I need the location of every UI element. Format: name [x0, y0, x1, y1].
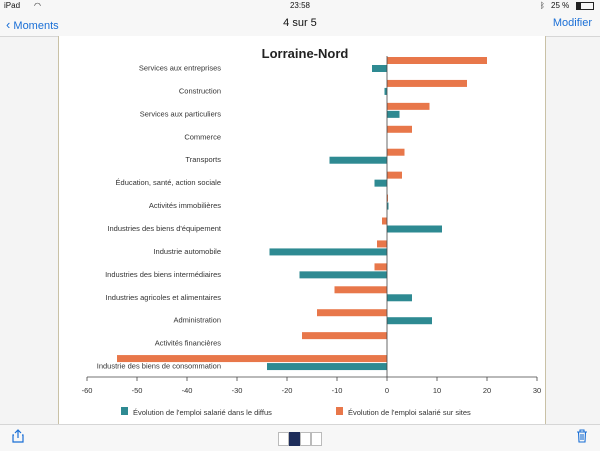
legend-label: Évolution de l'emploi salarié dans le di… [133, 408, 272, 417]
x-tick-label: 20 [483, 386, 491, 395]
device-name: iPad [4, 1, 21, 10]
back-button-label: Moments [13, 20, 59, 32]
category-label: Commerce [184, 132, 221, 141]
bar-diffus [299, 271, 387, 279]
bar-diffus [387, 110, 400, 118]
battery-icon [576, 2, 594, 10]
page-thumbnail[interactable] [311, 432, 322, 446]
category-label: Activités immobilières [149, 201, 221, 210]
page-thumbnails[interactable] [276, 431, 324, 446]
bar-sites [387, 125, 412, 133]
legend-swatch [336, 407, 343, 415]
page-thumbnail[interactable] [278, 432, 289, 446]
bar-sites [377, 240, 387, 248]
bar-sites [387, 148, 405, 156]
bar-diffus [387, 202, 389, 210]
x-tick-label: -30 [232, 386, 243, 395]
bar-sites [387, 57, 487, 64]
category-label: Activités financières [155, 339, 222, 348]
category-label: Services aux entreprises [139, 63, 221, 72]
category-label: Industries agricoles et alimentaires [106, 293, 222, 302]
x-tick-label: 0 [385, 386, 389, 395]
legend-label: Évolution de l'emploi salarié sur sites [348, 408, 471, 417]
trash-icon[interactable] [576, 429, 588, 448]
x-tick-label: -10 [332, 386, 343, 395]
category-label: Administration [173, 316, 221, 325]
bar-sites [387, 171, 402, 179]
back-button[interactable]: ‹ Moments [6, 17, 59, 32]
battery-percent: 25 % [551, 1, 570, 10]
category-label: Construction [179, 86, 221, 95]
bar-sites [387, 102, 430, 110]
bar-diffus [387, 317, 432, 325]
chevron-left-icon: ‹ [6, 17, 11, 32]
edit-button[interactable]: Modifier [552, 17, 592, 29]
bar-sites [387, 194, 388, 202]
category-label: Industries des biens d'équipement [107, 224, 222, 233]
share-icon[interactable] [12, 429, 24, 448]
category-label: Industries des biens intermédiaires [105, 270, 221, 279]
page-thumbnail[interactable] [300, 432, 311, 446]
x-tick-label: -20 [282, 386, 293, 395]
photo-viewer[interactable]: Lorraine-Nord Services aux entreprises Co… [58, 36, 546, 424]
bar-diffus [267, 363, 387, 371]
bar-sites [382, 217, 387, 225]
bluetooth-icon: ᛒ [540, 1, 545, 10]
clock: 23:58 [289, 1, 311, 10]
bar-sites [317, 309, 387, 317]
bar-diffus [269, 248, 387, 256]
bar-sites [302, 332, 387, 340]
x-tick-label: 30 [533, 386, 541, 395]
category-label: Industrie automobile [153, 247, 221, 256]
chart-title: Lorraine-Nord [262, 46, 349, 61]
wifi-icon: ◠ [34, 1, 41, 10]
chart: Lorraine-Nord Services aux entreprises Co… [82, 46, 542, 417]
navigation-bar: ‹ Moments 4 sur 5 Modifier [0, 12, 600, 37]
bar-diffus [372, 65, 387, 72]
category-label: Services aux particuliers [140, 109, 222, 118]
x-tick-label: -60 [82, 386, 93, 395]
bar-diffus [329, 156, 387, 164]
bar-diffus [374, 179, 387, 187]
status-bar: iPad ◠ 23:58 ᛒ 25 % [0, 0, 600, 12]
bottom-toolbar [0, 424, 600, 451]
bar-sites [117, 355, 387, 363]
bar-diffus [387, 225, 442, 233]
category-label: Éducation, santé, action sociale [116, 178, 221, 187]
category-label: Transports [185, 155, 221, 164]
x-tick-label: 10 [433, 386, 441, 395]
bar-diffus [384, 87, 387, 95]
page-thumbnail[interactable] [289, 432, 300, 446]
bar-sites [374, 263, 387, 271]
x-tick-label: -50 [132, 386, 143, 395]
page-title: 4 sur 5 [283, 17, 317, 29]
bar-diffus [387, 294, 412, 302]
bar-sites [334, 286, 387, 294]
category-label: Industrie des biens de consommation [97, 362, 221, 371]
x-tick-label: -40 [182, 386, 193, 395]
legend-swatch [121, 407, 128, 415]
bar-sites [387, 79, 467, 87]
